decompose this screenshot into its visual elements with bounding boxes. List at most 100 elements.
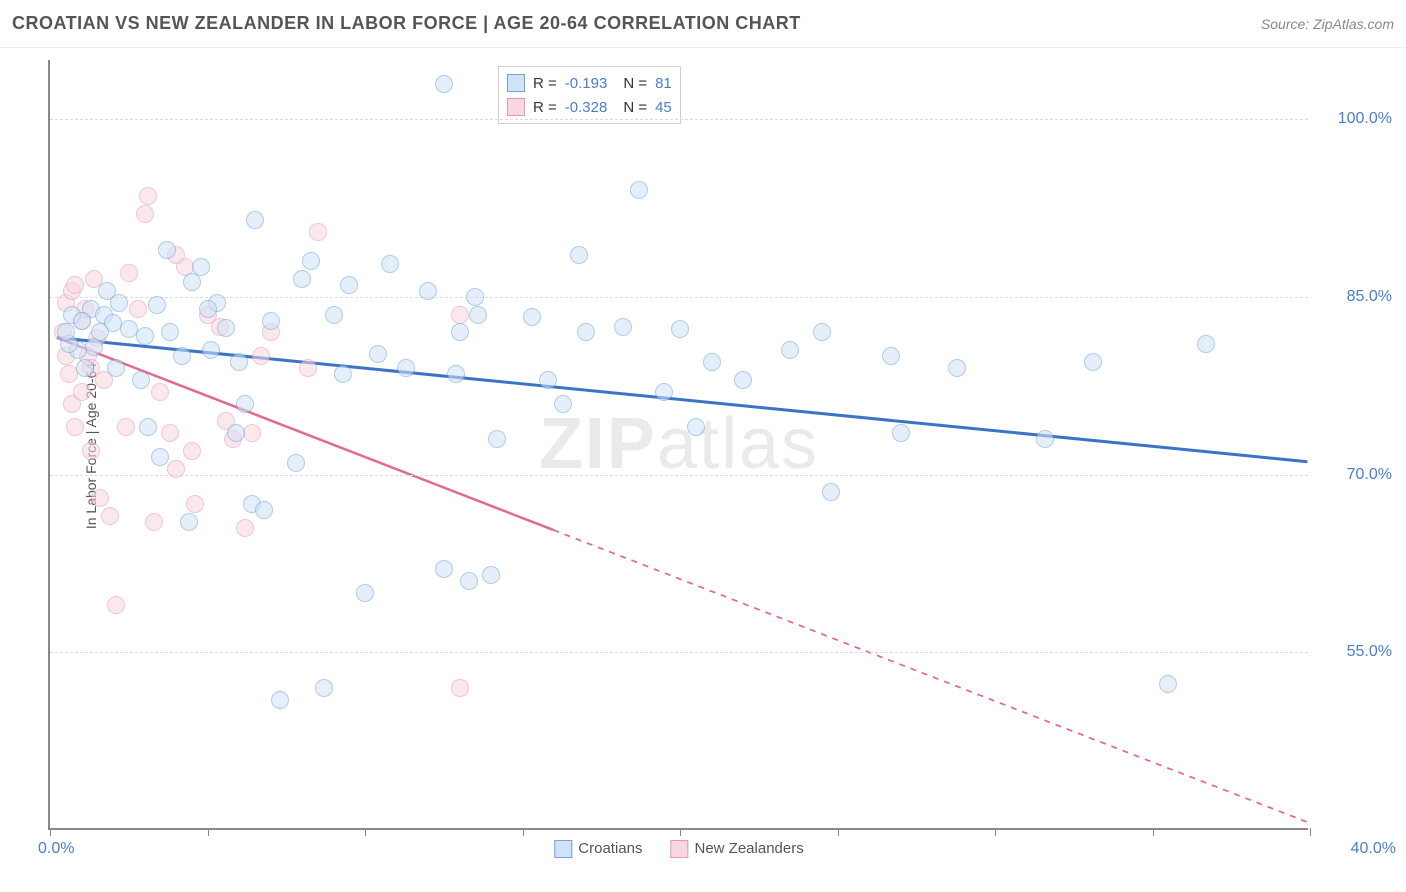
scatter-point-pink bbox=[167, 460, 185, 478]
scatter-point-blue bbox=[369, 345, 387, 363]
scatter-point-blue bbox=[419, 282, 437, 300]
scatter-point-blue bbox=[151, 448, 169, 466]
scatter-point-blue bbox=[293, 270, 311, 288]
scatter-point-blue bbox=[91, 323, 109, 341]
scatter-point-pink bbox=[117, 418, 135, 436]
scatter-point-pink bbox=[161, 424, 179, 442]
scatter-point-pink bbox=[91, 489, 109, 507]
scatter-point-blue bbox=[356, 584, 374, 602]
x-tick bbox=[1153, 828, 1154, 836]
scatter-point-blue bbox=[161, 323, 179, 341]
scatter-point-blue bbox=[183, 273, 201, 291]
series-legend-item: Croatians bbox=[554, 840, 642, 858]
chart-source: Source: ZipAtlas.com bbox=[1261, 16, 1394, 32]
x-tick bbox=[995, 828, 996, 836]
scatter-point-blue bbox=[230, 353, 248, 371]
scatter-point-blue bbox=[469, 306, 487, 324]
scatter-point-blue bbox=[570, 246, 588, 264]
x-tick bbox=[365, 828, 366, 836]
legend-swatch-pink bbox=[670, 840, 688, 858]
scatter-point-blue bbox=[262, 312, 280, 330]
x-tick bbox=[208, 828, 209, 836]
y-tick-label: 85.0% bbox=[1347, 288, 1392, 306]
scatter-point-blue bbox=[435, 560, 453, 578]
scatter-point-blue bbox=[325, 306, 343, 324]
scatter-point-blue bbox=[554, 395, 572, 413]
n-label: N = bbox=[623, 99, 647, 116]
scatter-point-blue bbox=[671, 320, 689, 338]
scatter-point-blue bbox=[523, 308, 541, 326]
chart-title: CROATIAN VS NEW ZEALANDER IN LABOR FORCE… bbox=[12, 13, 801, 34]
scatter-point-pink bbox=[451, 679, 469, 697]
scatter-point-blue bbox=[202, 341, 220, 359]
scatter-point-blue bbox=[460, 572, 478, 590]
scatter-point-blue bbox=[227, 424, 245, 442]
scatter-point-blue bbox=[334, 365, 352, 383]
scatter-point-blue bbox=[271, 691, 289, 709]
scatter-point-pink bbox=[243, 424, 261, 442]
scatter-point-blue bbox=[255, 501, 273, 519]
series-legend: Croatians New Zealanders bbox=[554, 840, 803, 858]
scatter-point-pink bbox=[107, 596, 125, 614]
scatter-point-blue bbox=[73, 312, 91, 330]
n-value: 45 bbox=[655, 99, 672, 116]
scatter-point-blue bbox=[302, 252, 320, 270]
series-label: New Zealanders bbox=[694, 840, 803, 857]
scatter-point-blue bbox=[148, 296, 166, 314]
source-value: ZipAtlas.com bbox=[1313, 16, 1394, 32]
x-axis-max-label: 40.0% bbox=[1351, 840, 1396, 858]
scatter-point-blue bbox=[381, 255, 399, 273]
legend-swatch-blue bbox=[507, 74, 525, 92]
scatter-point-blue bbox=[813, 323, 831, 341]
scatter-point-blue bbox=[340, 276, 358, 294]
x-tick bbox=[838, 828, 839, 836]
r-value: -0.328 bbox=[565, 99, 608, 116]
y-tick-label: 100.0% bbox=[1338, 110, 1392, 128]
chart-header: CROATIAN VS NEW ZEALANDER IN LABOR FORCE… bbox=[0, 0, 1406, 48]
scatter-point-blue bbox=[892, 424, 910, 442]
scatter-point-pink bbox=[186, 495, 204, 513]
scatter-point-blue bbox=[1084, 353, 1102, 371]
scatter-point-blue bbox=[948, 359, 966, 377]
scatter-point-blue bbox=[217, 319, 235, 337]
scatter-point-pink bbox=[139, 187, 157, 205]
series-label: Croatians bbox=[578, 840, 642, 857]
scatter-point-blue bbox=[630, 181, 648, 199]
watermark: ZIPatlas bbox=[539, 403, 819, 485]
scatter-point-pink bbox=[145, 513, 163, 531]
scatter-point-pink bbox=[101, 507, 119, 525]
scatter-point-blue bbox=[1197, 335, 1215, 353]
scatter-point-blue bbox=[435, 75, 453, 93]
scatter-point-blue bbox=[482, 566, 500, 584]
source-label: Source: bbox=[1261, 16, 1313, 32]
scatter-point-pink bbox=[183, 442, 201, 460]
legend-swatch-blue bbox=[554, 840, 572, 858]
scatter-point-blue bbox=[734, 371, 752, 389]
scatter-point-pink bbox=[309, 223, 327, 241]
scatter-point-blue bbox=[110, 294, 128, 312]
scatter-point-pink bbox=[151, 383, 169, 401]
scatter-point-blue bbox=[781, 341, 799, 359]
scatter-point-blue bbox=[466, 288, 484, 306]
scatter-point-blue bbox=[107, 359, 125, 377]
scatter-point-blue bbox=[199, 300, 217, 318]
scatter-point-pink bbox=[120, 264, 138, 282]
scatter-point-pink bbox=[451, 306, 469, 324]
scatter-point-blue bbox=[139, 418, 157, 436]
scatter-point-blue bbox=[1036, 430, 1054, 448]
y-tick-label: 70.0% bbox=[1347, 466, 1392, 484]
gridline bbox=[50, 297, 1308, 298]
scatter-point-pink bbox=[129, 300, 147, 318]
scatter-point-pink bbox=[66, 276, 84, 294]
scatter-point-blue bbox=[539, 371, 557, 389]
scatter-point-blue bbox=[136, 327, 154, 345]
scatter-point-blue bbox=[180, 513, 198, 531]
scatter-point-blue bbox=[447, 365, 465, 383]
scatter-point-blue bbox=[315, 679, 333, 697]
r-label: R = bbox=[533, 99, 557, 116]
plot-area: ZIPatlas R = -0.193 N = 81 R = -0.328 N … bbox=[48, 60, 1308, 830]
scatter-point-blue bbox=[577, 323, 595, 341]
scatter-point-blue bbox=[173, 347, 191, 365]
legend-swatch-pink bbox=[507, 98, 525, 116]
scatter-point-pink bbox=[252, 347, 270, 365]
